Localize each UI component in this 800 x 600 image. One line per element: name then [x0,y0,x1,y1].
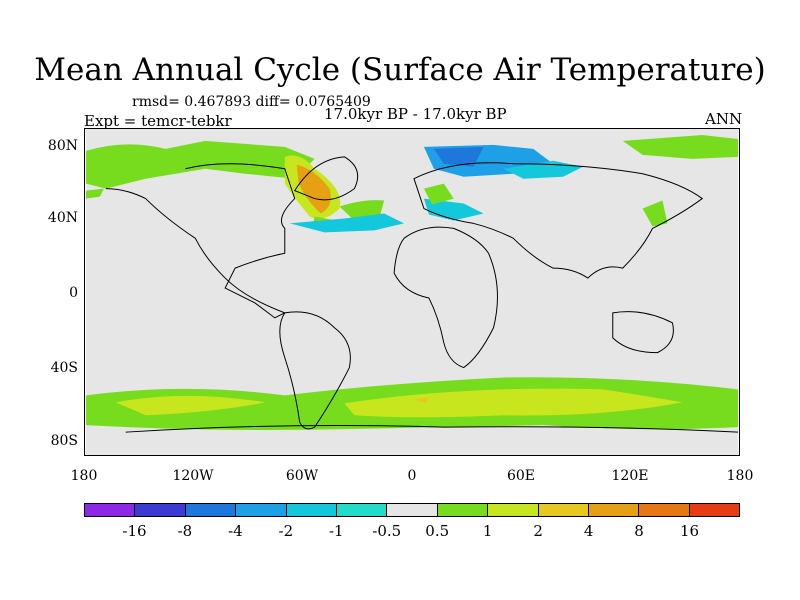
colorbar-swatch [639,504,690,516]
lat-label-80n: 80N [47,138,78,154]
colorbar-swatch [286,504,337,516]
colorbar-tick-label: -4 [228,522,243,540]
lon-label-60e: 60E [506,468,536,484]
colorbar-tick-label: 1 [482,522,493,540]
lon-label-60w: 60W [285,468,319,484]
coastlines [105,156,739,433]
plot-title: Mean Annual Cycle (Surface Air Temperatu… [34,52,766,88]
lon-label-180e: 180 [726,468,754,484]
colorbar-tick-label: 4 [583,522,594,540]
southern-ocean-anomaly-field [86,377,738,431]
colorbar-tick-label: -2 [278,522,294,540]
colorbar-swatch [588,504,640,516]
stats-label: rmsd= 0.467893 diff= 0.0765409 [132,94,371,110]
colorbar-swatch [185,504,237,516]
colorbar-tick-label: 8 [634,522,644,540]
period-label: 17.0kyr BP - 17.0kyr BP [324,105,507,123]
colorbar-tick-label: -16 [122,522,147,540]
colorbar-swatch [135,504,186,516]
colorbar-swatch [689,504,740,516]
lon-label-180w: 180 [70,468,98,484]
colorbar-swatch [488,504,539,516]
colorbar-tick-label: 2 [533,522,543,540]
colorbar-tick-label: 0.5 [425,522,450,540]
experiment-label: Expt = temcr-tebkr [84,112,232,130]
lon-label-0: 0 [407,468,417,484]
colorbar-swatch [85,504,136,516]
colorbar-tick-label: -0.5 [372,522,402,540]
colorbar-tick-label: -8 [177,522,193,540]
season-label: ANN [705,110,743,128]
colorbar [84,503,740,517]
lon-label-120w: 120W [172,468,214,484]
colorbar-tick-label: -1 [328,522,344,540]
colorbar-tick-label: 16 [679,522,700,540]
lat-label-40n: 40N [47,210,78,226]
lat-label-0: 0 [69,285,78,301]
colorbar-swatch [236,504,287,516]
colorbar-swatch [538,504,589,516]
colorbar-swatch [437,504,489,516]
colorbar-swatch [387,504,438,516]
colorbar-swatch [336,504,388,516]
world-map [84,128,740,456]
lat-label-80s: 80S [50,433,78,449]
lon-label-120e: 120E [611,468,649,484]
lat-label-40s: 40S [50,360,78,376]
